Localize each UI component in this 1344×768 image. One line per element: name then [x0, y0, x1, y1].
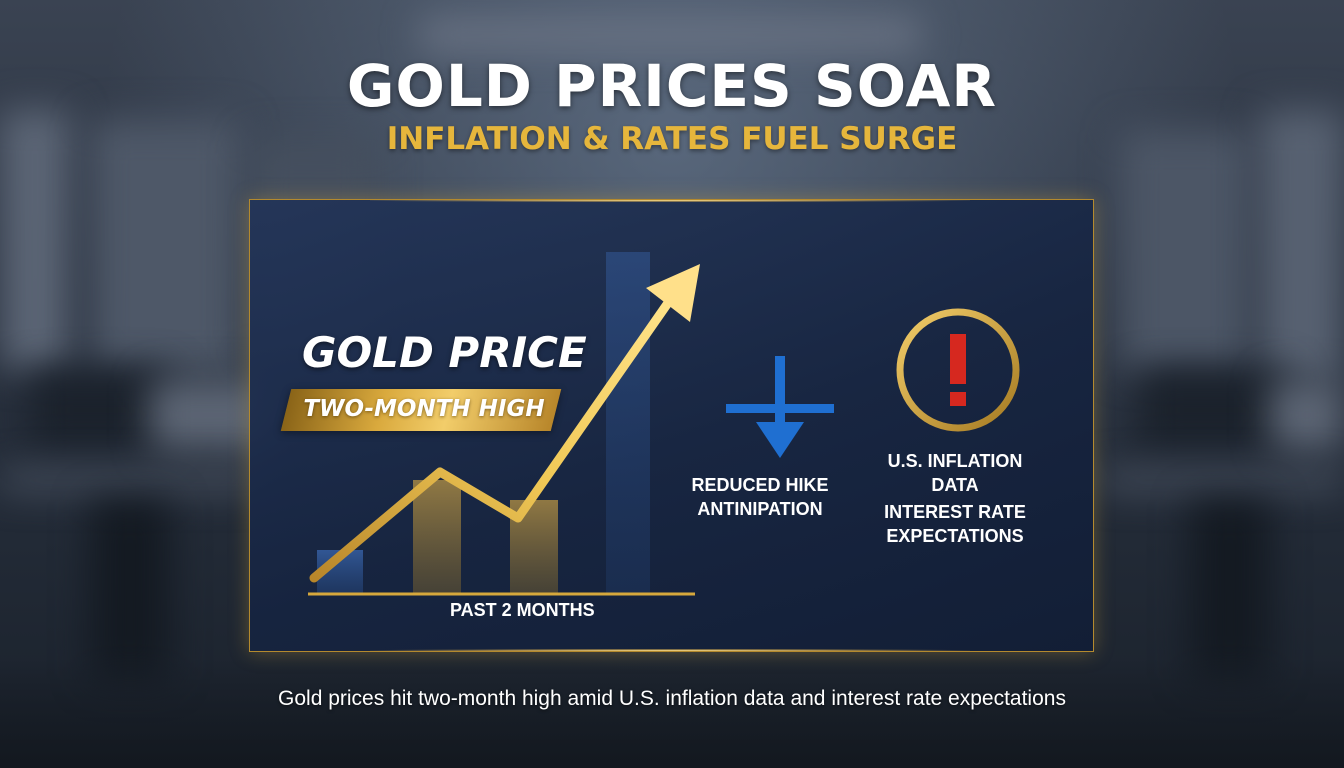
panel-glow-top	[370, 200, 970, 202]
rate-factor-line: EXPECTATIONS	[886, 526, 1024, 546]
down-factor-line: ANTINIPATION	[697, 499, 823, 519]
chart-title: GOLD PRICE	[302, 328, 587, 377]
alert-factor-line: DATA	[931, 475, 979, 495]
down-factor-line: REDUCED HIKE	[691, 475, 829, 495]
exclamation-circle-icon	[896, 308, 1020, 432]
chart-bar	[413, 480, 461, 594]
headline: GOLD PRICES SOAR	[346, 52, 998, 120]
banner-text: TWO-MONTH HIGH	[303, 396, 545, 422]
alert-factor-label: U.S. INFLATION DATA	[855, 449, 1055, 497]
info-panel: GOLD PRICE TWO-MONTH HIGH PAST 2 MONTHS …	[249, 199, 1094, 652]
rate-factor-label: INTEREST RATE EXPECTATIONS	[855, 500, 1055, 548]
trend-line	[309, 295, 675, 583]
rate-factor-line: INTEREST RATE	[884, 502, 1026, 522]
panel-glow-bottom	[370, 649, 970, 651]
alert-factor-line: U.S. INFLATION	[887, 451, 1023, 471]
subheadline: INFLATION & RATES FUEL SURGE	[386, 121, 958, 157]
trend-arrowhead	[646, 264, 700, 322]
price-chart	[308, 252, 1020, 596]
caption: Gold prices hit two-month high amid U.S.…	[278, 687, 1066, 710]
down-factor-label: REDUCED HIKE ANTINIPATION	[670, 473, 850, 521]
down-arrow-icon	[726, 356, 834, 458]
x-axis-caption: PAST 2 MONTHS	[450, 600, 595, 620]
chart-bar	[606, 252, 650, 594]
